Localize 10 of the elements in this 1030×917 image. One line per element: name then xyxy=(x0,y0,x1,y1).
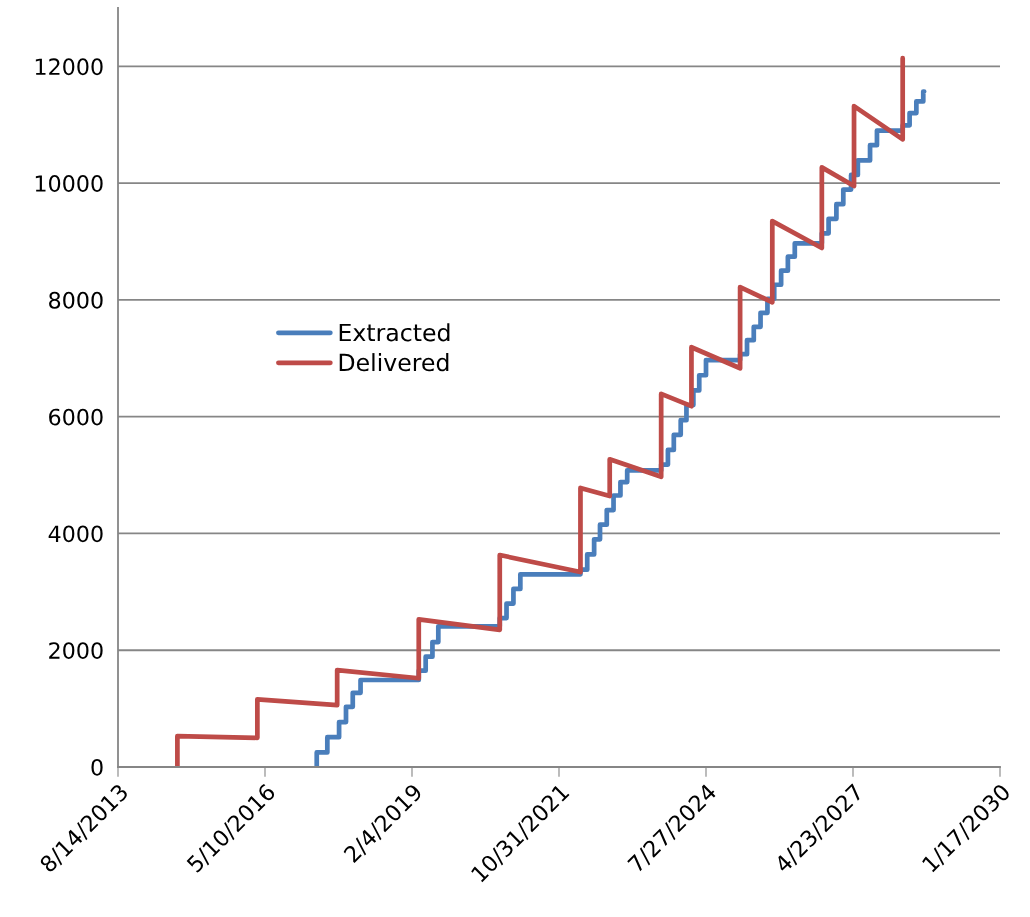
y-tick-label: 12000 xyxy=(35,58,103,76)
legend-label: Delivered xyxy=(339,353,449,372)
y-tick-label: 8000 xyxy=(49,291,103,309)
y-tick-label: 10000 xyxy=(35,175,103,192)
legend-label: Extracted xyxy=(339,323,450,342)
y-tick-label: 4000 xyxy=(48,525,103,543)
y-tick-label: 0 xyxy=(91,758,103,776)
line-series xyxy=(175,55,906,767)
y-tick-label: 2000 xyxy=(49,642,103,659)
y-tick-label: 6000 xyxy=(49,408,103,426)
